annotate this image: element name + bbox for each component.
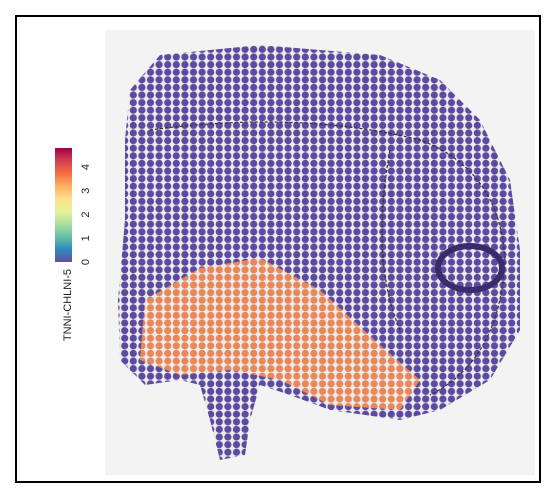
figure: TNNI-CHLNI-5 0 1 2 3 4 bbox=[0, 0, 544, 491]
colorbar-label: TNNI-CHLNI-5 bbox=[62, 269, 74, 341]
page: TNNI-CHLNI-5 01234 (() => { const data =… bbox=[0, 0, 544, 491]
tick-label: 4 bbox=[80, 164, 92, 170]
colorbar-gradient bbox=[55, 148, 72, 262]
tick-label: 1 bbox=[80, 235, 92, 241]
tick-label: 3 bbox=[80, 188, 92, 194]
tick-label: 0 bbox=[80, 259, 92, 265]
tick-label: 2 bbox=[80, 211, 92, 217]
